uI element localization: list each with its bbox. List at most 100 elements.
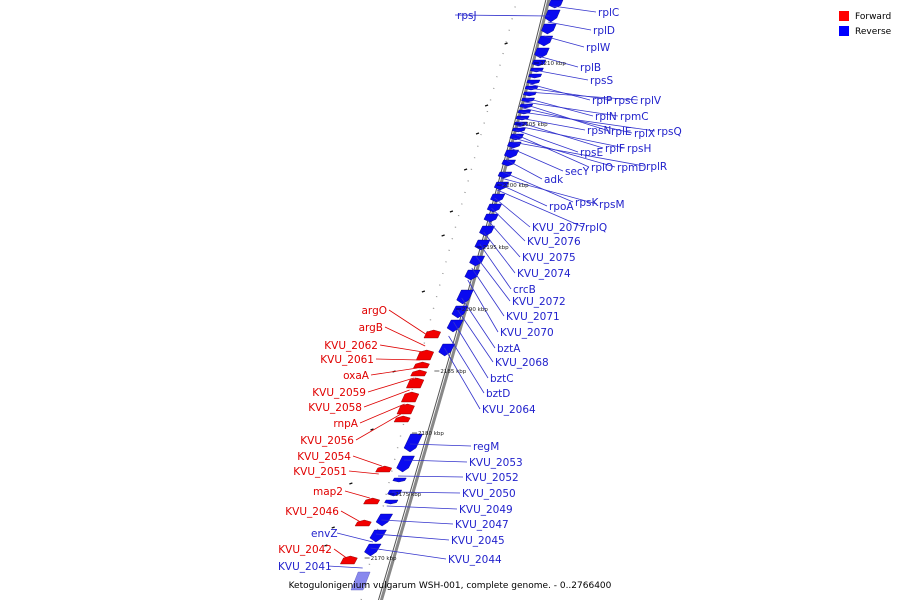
minor-feature bbox=[475, 132, 480, 135]
gene-label-KVU_2051: KVU_2051 bbox=[293, 466, 347, 478]
leader-line-rpsE bbox=[515, 129, 579, 153]
leader-line-KVU_2058 bbox=[363, 389, 410, 408]
leader-line-bztD bbox=[448, 335, 485, 394]
gene-label-KVU_2049: KVU_2049 bbox=[459, 504, 513, 516]
leader-line-rpmD bbox=[513, 137, 616, 168]
forward-feature bbox=[415, 349, 435, 361]
gene-label-rplW: rplW bbox=[586, 42, 611, 54]
forward-feature bbox=[423, 329, 441, 339]
reverse-feature bbox=[350, 571, 371, 591]
reverse-feature bbox=[369, 529, 387, 543]
gene-label-KVU_2075: KVU_2075 bbox=[522, 252, 576, 264]
reverse-feature bbox=[396, 455, 415, 473]
gene-label-KVU_2070: KVU_2070 bbox=[500, 327, 554, 339]
scale-tick-label: 2195 kbp bbox=[483, 245, 509, 251]
scale-tick-label: 2185 kbp bbox=[440, 369, 466, 375]
gene-label-KVU_2071: KVU_2071 bbox=[506, 311, 560, 323]
leader-line-KVU_2075 bbox=[487, 219, 521, 258]
gene-label-KVU_2047: KVU_2047 bbox=[455, 519, 509, 531]
legend: Forward Reverse bbox=[839, 11, 892, 37]
reverse-feature bbox=[392, 477, 407, 483]
reverse-feature bbox=[501, 159, 516, 167]
gene-label-rpsM: rpsM bbox=[599, 199, 625, 211]
gene-label-bztA: bztA bbox=[497, 343, 521, 355]
reverse-feature bbox=[403, 433, 423, 453]
leader-line-oxaA bbox=[370, 367, 418, 376]
reverse-feature bbox=[497, 171, 513, 179]
leader-line-argB bbox=[384, 326, 426, 347]
gene-label-rplB: rplB bbox=[580, 62, 601, 74]
leader-line-rpsM bbox=[500, 177, 598, 205]
scale-tick-label: 2205 kbp bbox=[522, 122, 548, 128]
gene-label-KVU_2074: KVU_2074 bbox=[517, 268, 571, 280]
minor-feature bbox=[463, 168, 468, 171]
leader-line-rpsJ bbox=[454, 14, 550, 17]
leader-line-KVU_2054 bbox=[352, 455, 382, 467]
leader-line-rplX bbox=[522, 107, 633, 134]
reverse-feature bbox=[479, 225, 495, 237]
gene-label-rplC: rplC bbox=[598, 7, 619, 19]
reverse-feature bbox=[446, 319, 464, 333]
gene-label-rpsN: rpsN bbox=[587, 125, 611, 137]
gene-label-rpsH: rpsH bbox=[627, 143, 651, 155]
legend-label-reverse: Reverse bbox=[855, 27, 892, 37]
leader-line-rpsQ bbox=[521, 111, 656, 132]
minor-feature bbox=[449, 210, 454, 213]
leader-line-KVU_2052 bbox=[398, 475, 464, 478]
map-caption: Ketogulonigenium vulgarum WSH-001, compl… bbox=[289, 581, 612, 591]
minor-feature bbox=[504, 42, 508, 45]
reverse-feature bbox=[503, 149, 520, 159]
gene-label-rplX: rplX bbox=[634, 128, 655, 140]
leader-line-envZ bbox=[336, 532, 373, 543]
reverse-feature bbox=[507, 141, 522, 149]
leader-line-KVU_2046 bbox=[340, 510, 361, 523]
leader-line-KVU_2047 bbox=[381, 519, 454, 525]
gene-label-KVU_2042: KVU_2042 bbox=[278, 544, 332, 556]
gene-label-KVU_2041: KVU_2041 bbox=[278, 561, 332, 573]
leader-line-map2 bbox=[344, 490, 370, 499]
leader-line-rplE bbox=[523, 103, 610, 132]
reverse-feature bbox=[512, 127, 526, 133]
reverse-feature bbox=[526, 79, 541, 85]
leader-line-KVU_2068 bbox=[457, 309, 494, 363]
reverse-feature bbox=[541, 23, 557, 35]
gene-label-argB: argB bbox=[359, 322, 383, 334]
reverse-feature bbox=[493, 181, 510, 191]
gene-label-KVU_2064: KVU_2064 bbox=[482, 404, 536, 416]
reverse-feature bbox=[522, 91, 537, 97]
leader-line-adk bbox=[506, 159, 543, 180]
reverse-feature bbox=[521, 97, 535, 103]
gene-label-KVU_2059: KVU_2059 bbox=[312, 387, 366, 399]
reverse-feature bbox=[490, 193, 506, 203]
leader-line-KVU_2049 bbox=[386, 505, 458, 510]
leader-line-KVU_2056 bbox=[355, 413, 402, 441]
leader-line-rplR bbox=[512, 141, 645, 167]
leader-line-KVU_2072 bbox=[475, 255, 511, 302]
reverse-feature bbox=[469, 255, 486, 267]
gene-label-rplF: rplF bbox=[605, 143, 625, 155]
gene-label-rpsE: rpsE bbox=[580, 147, 603, 159]
forward-feature bbox=[363, 497, 381, 505]
leader-line-KVU_2076 bbox=[491, 207, 526, 242]
reverse-feature bbox=[509, 133, 524, 141]
gene-label-crcB: crcB bbox=[513, 284, 536, 296]
gene-label-rpsC: rpsC bbox=[614, 95, 638, 107]
gene-label-oxaA: oxaA bbox=[343, 370, 370, 382]
leader-lines bbox=[327, 5, 656, 569]
gene-label-rplR: rplR bbox=[646, 161, 667, 173]
reverse-feature bbox=[544, 9, 561, 23]
gene-label-rplQ: rplQ bbox=[585, 222, 607, 234]
leader-line-crcB bbox=[479, 243, 512, 290]
reverse-feature bbox=[528, 73, 543, 79]
forward-feature bbox=[405, 377, 425, 389]
gene-label-KVU_2044: KVU_2044 bbox=[448, 554, 502, 566]
gene-label-rplO: rplO bbox=[591, 162, 613, 174]
gene-label-rnpA: rnpA bbox=[333, 418, 358, 430]
leader-line-rplW bbox=[543, 35, 585, 48]
gene-label-rplE: rplE bbox=[611, 126, 632, 138]
gene-label-KVU_2056: KVU_2056 bbox=[300, 435, 354, 447]
legend-swatch-forward bbox=[839, 11, 849, 21]
leader-line-rplQ bbox=[497, 189, 584, 228]
reverse-feature bbox=[537, 35, 554, 47]
